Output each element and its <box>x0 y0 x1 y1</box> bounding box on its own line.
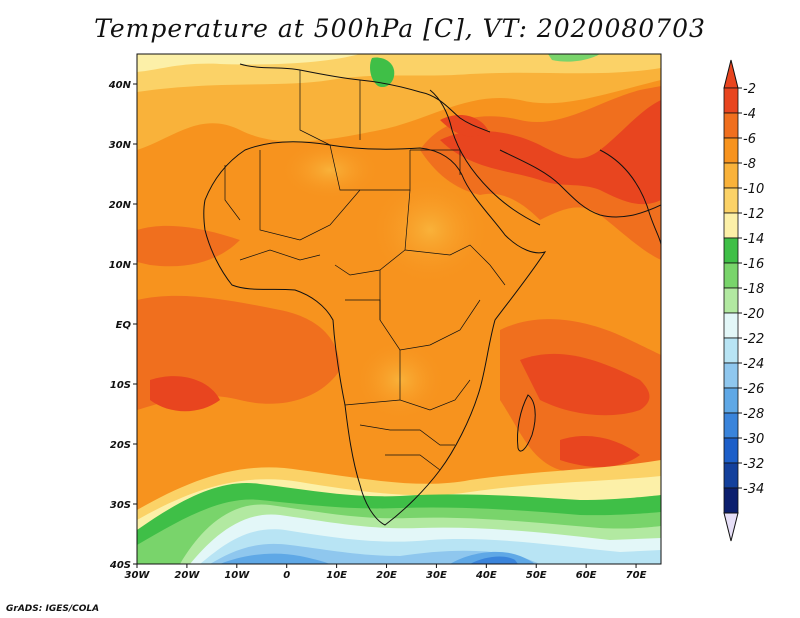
lon-tick-label: 30W <box>125 570 151 581</box>
lat-tick-label: 40N <box>108 80 132 91</box>
madagascar-outline <box>517 394 536 452</box>
colorbar-level-label: -34 <box>743 482 764 497</box>
colorbar-swatch <box>723 162 739 189</box>
lon-tick-label: 20W <box>174 570 200 581</box>
lon-tick-label: 10W <box>224 570 250 581</box>
lon-tick-label: 60E <box>576 570 597 581</box>
colorbar-level-label: -18 <box>743 282 764 297</box>
colorbar-level-label: -24 <box>743 357 764 372</box>
temperature-field <box>137 54 661 564</box>
colorbar-swatch <box>723 187 739 214</box>
colorbar-level-label: -10 <box>743 182 764 197</box>
colorbar-swatch <box>723 437 739 464</box>
colorbar-level-label: -14 <box>743 232 764 247</box>
lon-tick-label: 40E <box>475 570 497 581</box>
colorbar-level-label: -2 <box>743 82 756 97</box>
colorbar-level-label: -26 <box>743 382 764 397</box>
lat-tick-label: EQ <box>116 320 132 331</box>
lat-tick-label: 10N <box>109 260 132 271</box>
colorbar-level-label: -28 <box>743 407 764 422</box>
longitude-axis: 30W 20W 10W 0 10E 20E 30E 40E 50E 60E 70E <box>125 564 647 581</box>
credit-label: GrADS: IGES/COLA <box>6 604 100 614</box>
lat-tick-label: 20N <box>109 200 132 211</box>
lon-tick-label: 10E <box>326 570 347 581</box>
cold-spot-balkans <box>370 57 395 88</box>
colorbar-swatch <box>723 212 739 239</box>
colorbar-under-arrow <box>723 512 739 542</box>
lon-tick-label: 70E <box>626 570 647 581</box>
colorbar-swatch <box>723 487 739 514</box>
colorbar-level-label: -4 <box>743 107 756 122</box>
lat-tick-label: 30S <box>110 500 131 511</box>
colorbar-swatch <box>723 387 739 414</box>
latitude-axis: 40N 30N 20N 10N EQ 10S 20S 30S 40S <box>108 80 137 571</box>
colorbar-swatch <box>723 337 739 364</box>
colorbar-swatch <box>723 287 739 314</box>
colorbar-swatch <box>723 112 739 139</box>
colorbar-level-label: -16 <box>743 257 764 272</box>
colorbar-level-label: -12 <box>743 207 764 222</box>
colorbar-swatch <box>723 237 739 264</box>
colorbar-swatch <box>723 412 739 439</box>
colorbar-level-label: -6 <box>743 132 756 147</box>
colorbar-level-label: -8 <box>743 157 756 172</box>
lat-tick-label: 10S <box>110 380 131 391</box>
lon-tick-label: 0 <box>283 570 290 581</box>
lon-tick-label: 30E <box>426 570 447 581</box>
lon-tick-label: 50E <box>526 570 547 581</box>
colorbar-swatch <box>723 362 739 389</box>
chart-title: Temperature at 500hPa [C], VT: 202008070… <box>94 14 706 43</box>
colorbar: -2 -4 -6 -8 -10 -12 -14 -16 -18 -20 -22 -24 -26 -28 -3… <box>723 59 764 542</box>
colorbar-level-label: -22 <box>743 332 764 347</box>
colorbar-swatch <box>723 312 739 339</box>
coastlines <box>203 63 661 526</box>
map-frame <box>136 53 662 565</box>
country-borders <box>224 70 506 471</box>
colorbar-swatch <box>723 462 739 489</box>
colorbar-swatch <box>723 137 739 164</box>
colorbar-swatch <box>723 87 739 114</box>
lat-tick-label: 30N <box>109 140 132 151</box>
lat-tick-label: 40S <box>109 560 131 571</box>
colorbar-swatch <box>723 262 739 289</box>
colorbar-over-arrow <box>723 59 739 89</box>
colorbar-level-label: -30 <box>743 432 764 447</box>
lat-tick-label: 20S <box>110 440 131 451</box>
colorbar-level-label: -32 <box>743 457 764 472</box>
colorbar-level-label: -20 <box>743 307 764 322</box>
lon-tick-label: 20E <box>376 570 397 581</box>
